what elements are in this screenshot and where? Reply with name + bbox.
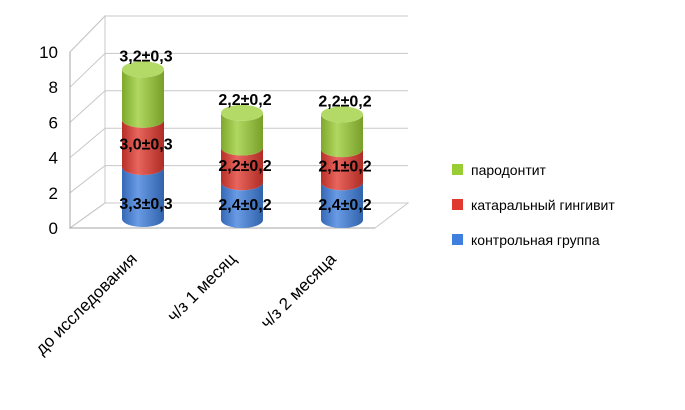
bar-segment-control [221,182,263,228]
bars [122,61,363,228]
bar-segment-periodontitis [122,69,164,128]
y-axis: 0 2 4 6 8 10 [39,43,375,238]
data-label: 3,3±0,3 [119,196,172,213]
bar-segment-gingivitis [321,149,363,191]
data-label: 3,2±0,3 [119,48,172,65]
bar-top-cap [122,61,164,78]
gridline [69,202,408,229]
y-tick-label: 10 [39,43,58,62]
bar-top-cap [321,106,363,123]
x-category-label: ч/з 2 месяца [257,249,340,332]
bar-segment-control [122,167,164,227]
bar-segment-gingivitis [122,119,164,176]
data-label: 3,0±0,3 [119,136,172,153]
x-category-label: ч/з 1 месяц [164,249,240,325]
category-labels: до исследования ч/з 1 месяц ч/з 2 месяца [32,249,341,359]
data-label: 2,4±0,2 [218,197,271,214]
x-category-label: до исследования [32,249,141,358]
legend-entry: контрольная группа [471,232,600,248]
bar-segment-gingivitis [221,147,263,191]
legend-swatch [452,234,463,245]
legend-entry: катаральный гингивит [471,197,615,213]
gridline [69,165,408,194]
data-label: 2,2±0,2 [218,158,271,175]
legend: пародонтит катаральный гингивит контрольна… [452,162,615,248]
bar-segment-periodontitis [321,114,363,158]
gridline [69,127,408,158]
data-labels: 3,3±0,3 3,0±0,3 3,2±0,3 2,4±0,2 2,2±0,2 2,2±0… [119,48,371,214]
y-tick-label: 6 [49,113,58,132]
y-tick-label: 8 [49,78,58,97]
y-tick-label: 0 [49,219,58,238]
gridline [69,90,408,123]
y-tick-label: 4 [49,149,58,168]
data-label: 2,2±0,2 [218,92,271,109]
bar-segment-control [321,182,363,228]
gridline [69,15,408,53]
bar-top-cap [221,104,263,121]
data-label: 2,4±0,2 [318,197,371,214]
bar-segment-periodontitis [221,112,263,156]
gridline [69,52,408,88]
data-label: 2,2±0,2 [318,93,371,110]
legend-entry: пародонтит [471,162,547,178]
gridlines [69,15,408,229]
legend-swatch [452,164,463,175]
legend-swatch [452,199,463,210]
y-tick-label: 2 [49,184,58,203]
data-label: 2,1±0,2 [318,159,371,176]
left-wall [69,14,106,229]
